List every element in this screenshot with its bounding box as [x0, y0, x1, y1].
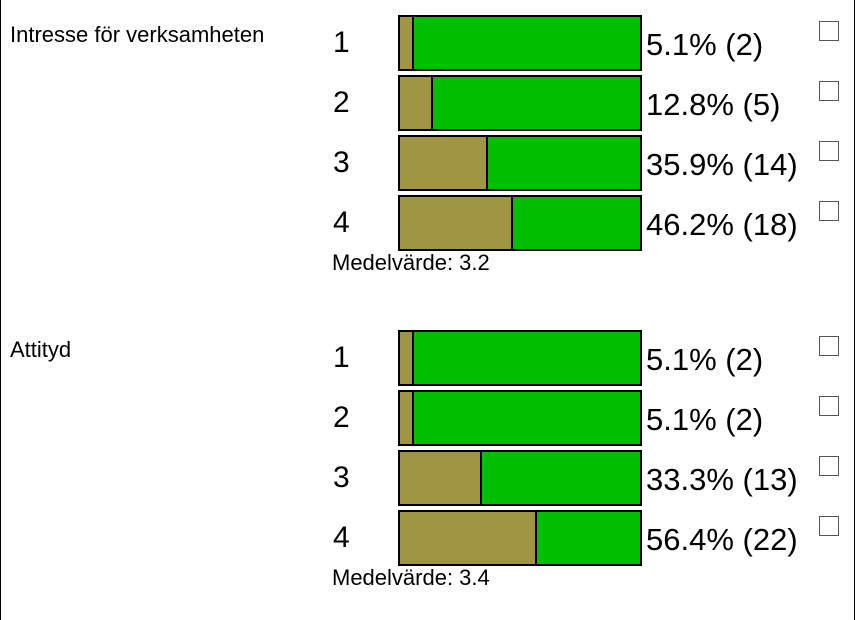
result-bar: [398, 195, 642, 251]
result-bar: [398, 330, 642, 386]
result-bar-fill: [400, 197, 513, 249]
question-title: Intresse för verksamheten: [10, 22, 265, 47]
percentage-label: 5.1% (2): [646, 342, 764, 377]
result-bar-fill: [400, 137, 488, 189]
row-number: 3: [333, 461, 350, 494]
select-checkbox[interactable]: [819, 81, 839, 101]
percentage-label: 35.9% (14): [646, 147, 798, 182]
row-number: 4: [333, 206, 350, 239]
result-bar: [398, 390, 642, 446]
result-bar-fill: [400, 17, 414, 69]
select-checkbox[interactable]: [819, 516, 839, 536]
result-bar-fill: [400, 512, 537, 564]
percentage-label: 5.1% (2): [646, 402, 764, 437]
select-checkbox[interactable]: [819, 336, 839, 356]
mean-value: Medelvärde: 3.2: [332, 250, 490, 275]
percentage-label: 33.3% (13): [646, 462, 798, 497]
percentage-label: 12.8% (5): [646, 87, 781, 122]
percentage-label: 56.4% (22): [646, 522, 798, 557]
question-title: Attityd: [10, 337, 72, 362]
select-checkbox[interactable]: [819, 141, 839, 161]
result-bar: [398, 75, 642, 131]
result-bar-fill: [400, 452, 482, 504]
row-number: 1: [333, 341, 350, 374]
mean-value: Medelvärde: 3.4: [332, 565, 490, 590]
result-bar: [398, 450, 642, 506]
select-checkbox[interactable]: [819, 201, 839, 221]
row-number: 3: [333, 146, 350, 179]
percentage-label: 5.1% (2): [646, 27, 764, 62]
percentage-label: 46.2% (18): [646, 207, 798, 242]
select-checkbox[interactable]: [819, 396, 839, 416]
result-bar-fill: [400, 77, 433, 129]
select-checkbox[interactable]: [819, 456, 839, 476]
row-number: 2: [333, 86, 350, 119]
row-number: 2: [333, 401, 350, 434]
result-bar: [398, 135, 642, 191]
select-checkbox[interactable]: [819, 21, 839, 41]
result-bar: [398, 510, 642, 566]
row-number: 1: [333, 26, 350, 59]
row-number: 4: [333, 521, 350, 554]
result-bar-fill: [400, 392, 414, 444]
result-bar-fill: [400, 332, 414, 384]
result-bar: [398, 15, 642, 71]
